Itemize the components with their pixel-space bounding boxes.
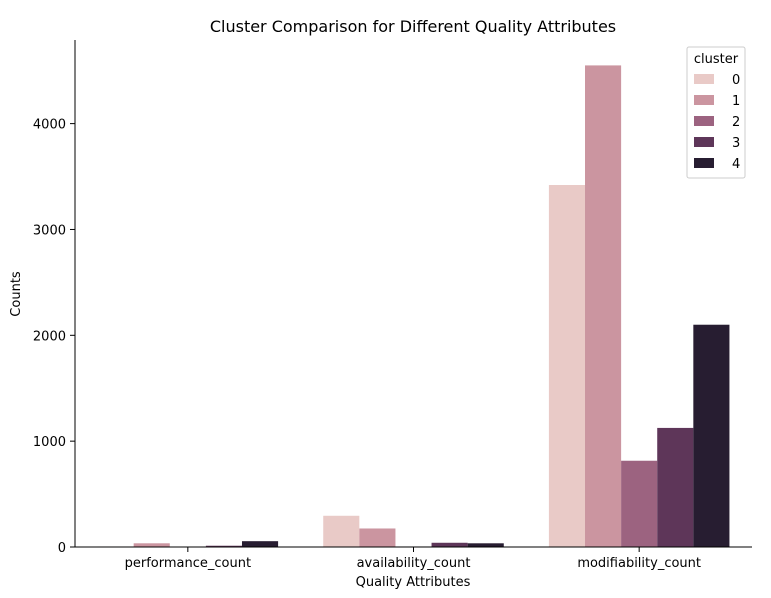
bar-cluster-0-modifiability_count — [548, 185, 586, 547]
x-tick-label: availability_count — [357, 556, 471, 571]
x-tick-label: modifiability_count — [577, 556, 701, 571]
legend-label-cluster-2: 2 — [732, 115, 740, 130]
x-tick-label: performance_count — [125, 556, 251, 571]
legend-swatch-cluster-1 — [694, 95, 714, 105]
legend-swatch-cluster-3 — [694, 137, 714, 147]
y-tick-label: 2000 — [33, 329, 66, 344]
bar-cluster-3-performance_count — [205, 545, 242, 547]
bar-cluster-3-modifiability_count — [657, 427, 694, 547]
bar-cluster-1-modifiability_count — [585, 65, 622, 548]
bar-cluster-1-performance_count — [133, 543, 170, 547]
y-tick-label: 0 — [58, 541, 66, 556]
bar-cluster-3-availability_count — [431, 542, 468, 547]
y-tick-label: 1000 — [33, 435, 66, 450]
y-tick-label: 3000 — [33, 223, 66, 238]
y-tick-label: 4000 — [33, 118, 66, 133]
legend-label-cluster-1: 1 — [732, 94, 740, 109]
plot-area — [97, 65, 730, 548]
legend-label-cluster-3: 3 — [732, 136, 740, 151]
bar-cluster-4-availability_count — [467, 543, 504, 547]
legend-swatch-cluster-2 — [694, 116, 714, 126]
legend-swatch-cluster-4 — [694, 158, 714, 168]
legend: cluster 0 1 2 3 4 — [686, 46, 746, 179]
legend-label-cluster-0: 0 — [732, 73, 740, 88]
bar-cluster-0-availability_count — [323, 515, 360, 547]
legend-label-cluster-4: 4 — [732, 157, 740, 172]
bar-cluster-1-availability_count — [359, 528, 396, 547]
bar-cluster-4-performance_count — [241, 541, 279, 547]
bar-cluster-2-modifiability_count — [621, 460, 658, 547]
chart-title: Cluster Comparison for Different Quality… — [210, 17, 616, 36]
bar-cluster-4-modifiability_count — [693, 324, 730, 547]
x-axis-label: Quality Attributes — [356, 575, 471, 590]
legend-swatch-cluster-0 — [694, 74, 714, 84]
y-axis-label: Counts — [9, 271, 24, 317]
legend-title: cluster — [694, 52, 739, 67]
